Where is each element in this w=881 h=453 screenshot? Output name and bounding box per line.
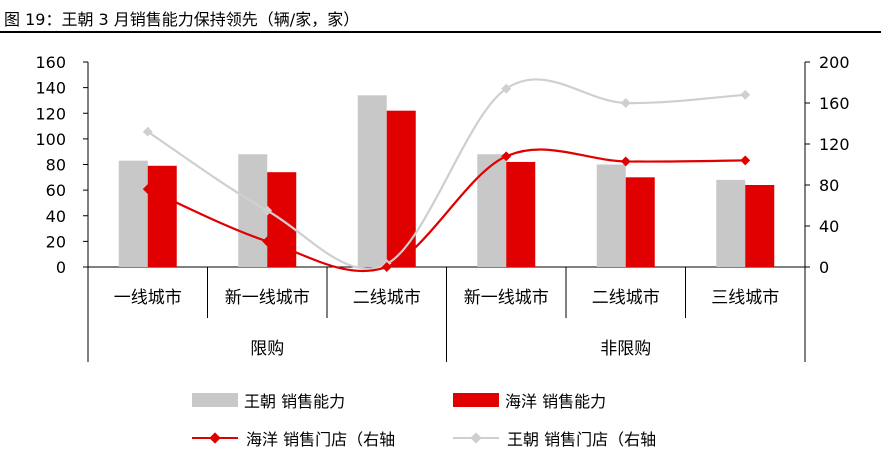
left-axis-tick-label: 40 [46, 207, 66, 226]
right-axis-tick-label: 120 [819, 135, 850, 154]
bar-haiyang-capacity [745, 185, 775, 267]
marker-haiyang-stores [620, 156, 631, 167]
bar-haiyang-capacity [147, 165, 177, 267]
bar-wangchao-capacity [716, 179, 746, 267]
lines-layer [142, 78, 751, 273]
right-axis-tick-label: 200 [819, 53, 850, 72]
left-axis-tick-label: 20 [46, 232, 66, 251]
legend-swatch-haiyang-stores [192, 431, 238, 445]
bar-wangchao-capacity [596, 164, 626, 267]
legend-label-wangchao-stores: 王朝 销售门店（右轴 [507, 430, 657, 449]
bar-haiyang-capacity [625, 177, 655, 267]
combo-chart: 0 20 40 60 80 100 120 140 160 0 40 80 120 160 200 一线城市 新… [35, 53, 850, 362]
legend-swatch-wangchao-stores [453, 431, 499, 445]
x-axis-group-label: 非限购 [600, 339, 651, 359]
x-axis-category-label: 一线城市 [114, 288, 182, 308]
marker-wangchao-stores [142, 126, 153, 137]
legend-label-wangchao-capacity: 王朝 销售能力 [244, 392, 346, 411]
bar-haiyang-capacity [386, 110, 416, 267]
x-axis-category-label: 三线城市 [711, 288, 779, 308]
bar-wangchao-capacity [118, 160, 148, 267]
marker-haiyang-stores [142, 184, 153, 195]
bars-layer [118, 95, 775, 267]
marker-haiyang-stores [740, 155, 751, 166]
left-axis-tick-label: 160 [35, 53, 66, 72]
axes-layer [83, 61, 810, 362]
legend-swatch-wangchao-capacity [192, 393, 238, 407]
bar-haiyang-capacity [506, 161, 536, 267]
bar-wangchao-capacity [357, 95, 387, 267]
marker-haiyang-stores [501, 151, 512, 162]
left-axis-tick-label: 0 [56, 258, 66, 277]
chart-title: 图 19：王朝 3 月销售能力保持领先（辆/家，家） [4, 10, 360, 29]
marker-wangchao-stores [740, 89, 751, 100]
x-axis-category-label: 二线城市 [592, 288, 660, 308]
labels-layer: 0 20 40 60 80 100 120 140 160 0 40 80 120 160 200 一线城市 新… [35, 53, 849, 359]
x-axis-category-label: 新一线城市 [464, 288, 549, 308]
right-axis-tick-label: 80 [819, 176, 839, 195]
left-axis-tick-label: 120 [35, 104, 66, 123]
legend-label-haiyang-stores: 海洋 销售门店（右轴 [246, 430, 396, 449]
left-axis-tick-label: 100 [35, 130, 66, 149]
left-axis-tick-label: 60 [46, 181, 66, 200]
marker-wangchao-stores [262, 205, 273, 216]
legend-haiyang-capacity: 海洋 销售能力 [453, 388, 606, 412]
bar-wangchao-capacity [477, 154, 507, 267]
left-axis-tick-label: 140 [35, 79, 66, 98]
x-axis-group-label: 限购 [250, 339, 284, 359]
legend-swatch-haiyang-capacity [453, 393, 499, 407]
marker-wangchao-stores [620, 98, 631, 108]
title-rule [0, 31, 881, 33]
left-axis-tick-label: 80 [46, 156, 66, 175]
legend-wangchao-stores: 王朝 销售门店（右轴 [453, 426, 656, 450]
marker-haiyang-stores [381, 262, 392, 272]
x-axis-category-label: 二线城市 [353, 288, 421, 308]
right-axis-tick-label: 160 [819, 94, 850, 113]
right-axis-tick-label: 40 [819, 217, 839, 236]
x-axis-category-label: 新一线城市 [225, 288, 310, 308]
legend-label-haiyang-capacity: 海洋 销售能力 [505, 392, 607, 411]
legend-wangchao-capacity: 王朝 销售能力 [192, 388, 345, 412]
marker-haiyang-stores [262, 236, 273, 247]
legend-haiyang-stores: 海洋 销售门店（右轴 [192, 426, 395, 450]
line-wangchao-stores [147, 78, 746, 270]
right-axis-tick-label: 0 [819, 258, 829, 277]
line-haiyang-stores [147, 148, 746, 273]
